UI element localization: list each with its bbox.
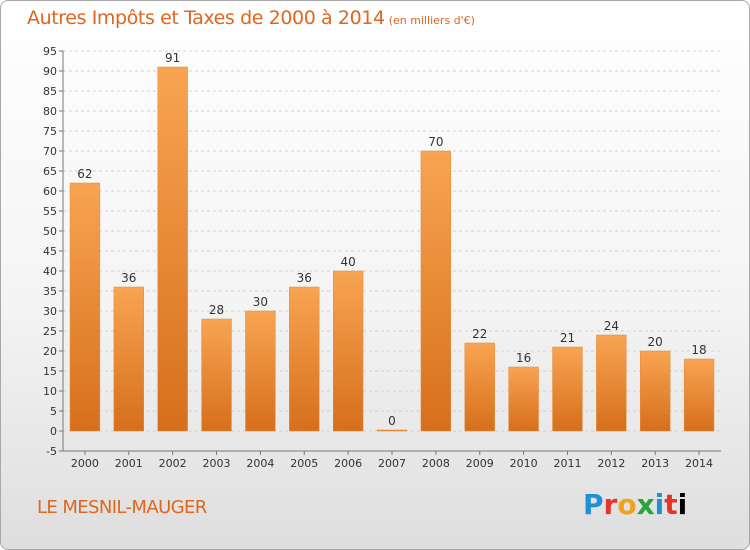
data-label: 24	[604, 319, 619, 333]
y-tick-label: 15	[43, 365, 57, 378]
data-label: 22	[472, 327, 487, 341]
x-tick-label: 2000	[71, 457, 99, 470]
bar	[157, 66, 188, 432]
bar	[464, 342, 495, 432]
bars	[69, 66, 715, 432]
bar	[640, 350, 671, 432]
data-label: 62	[77, 167, 92, 181]
y-tick-label: 35	[43, 285, 57, 298]
bar	[376, 429, 408, 432]
logo-letter: i	[654, 488, 665, 521]
bar	[508, 366, 539, 432]
y-tick-label: 70	[43, 145, 57, 158]
y-tick-label: 90	[43, 65, 57, 78]
y-tick-label: 20	[43, 345, 57, 358]
data-labels: 62 36 91 28 30 36 40 0 70 22 16 21 24 20 18	[77, 51, 706, 428]
axes	[59, 50, 721, 455]
y-tick-label: 40	[43, 265, 57, 278]
y-tick-label: 80	[43, 105, 57, 118]
data-label: 20	[648, 335, 663, 349]
bar	[113, 286, 144, 432]
x-tick-label: 2005	[290, 457, 318, 470]
y-tick-label: 95	[43, 45, 57, 58]
x-tick-label: 2008	[422, 457, 450, 470]
y-tick-label: 55	[43, 205, 57, 218]
x-tick-label: 2013	[641, 457, 669, 470]
x-tick-label: 2011	[553, 457, 581, 470]
bar	[289, 286, 320, 432]
y-tick-label: 85	[43, 85, 57, 98]
logo-letter: i	[677, 488, 688, 521]
bar	[201, 318, 232, 432]
x-tick-label: 2007	[378, 457, 406, 470]
y-tick-label: 60	[43, 185, 57, 198]
x-tick-label: 2003	[203, 457, 231, 470]
x-tick-labels: 2000 2001 2002 2003 2004 2005 2006 2007 2008 2009…	[71, 457, 713, 470]
logo-letter: r	[603, 488, 618, 521]
bar	[69, 182, 101, 432]
y-tick-label: 75	[43, 125, 57, 138]
data-label: 18	[691, 343, 706, 357]
bar	[683, 358, 715, 432]
x-tick-label: 2006	[334, 457, 362, 470]
bar	[245, 310, 276, 432]
data-label: 16	[516, 351, 531, 365]
chart-title: Autres Impôts et Taxes de 2000 à 2014 (en…	[27, 7, 475, 29]
bar	[420, 150, 452, 432]
y-tick-label: 10	[43, 385, 57, 398]
y-tick-label: 5	[50, 405, 57, 418]
data-label: 36	[121, 271, 136, 285]
data-label: 70	[428, 135, 443, 149]
logo-letter: x	[636, 488, 655, 521]
x-tick-label: 2002	[159, 457, 187, 470]
y-tick-label: 30	[43, 305, 57, 318]
y-tick-label: 50	[43, 225, 57, 238]
x-tick-label: 2004	[246, 457, 274, 470]
bar-chart: 62 36 91 28 30 36 40 0 70 22 16 21 24 20 18 -5 0 5 10 15 20…	[43, 45, 721, 470]
y-tick-label: 25	[43, 325, 57, 338]
logo-letter: t	[664, 488, 678, 521]
bar	[332, 270, 364, 432]
data-label: 28	[209, 303, 224, 317]
bar	[596, 334, 627, 432]
x-tick-label: 2010	[510, 457, 538, 470]
logo-letter: P	[583, 488, 604, 521]
data-label: 30	[253, 295, 268, 309]
data-label: 91	[165, 51, 180, 65]
y-tick-labels: -5 0 5 10 15 20 25 30 35 40 45 50 55 60 65 70 75 80 85 90 95	[43, 45, 57, 458]
y-tick-label: 0	[50, 425, 57, 438]
chart-title-text: Autres Impôts et Taxes de 2000 à 2014	[27, 7, 385, 29]
bar	[552, 346, 583, 432]
y-tick-label: 45	[43, 245, 57, 258]
place-name: LE MESNIL-MAUGER	[37, 497, 207, 518]
x-tick-label: 2001	[115, 457, 143, 470]
y-tick-label: 65	[43, 165, 57, 178]
chart-subtitle: (en milliers d'€)	[388, 14, 475, 27]
data-label: 40	[340, 255, 355, 269]
x-tick-label: 2009	[466, 457, 494, 470]
x-tick-label: 2014	[685, 457, 713, 470]
logo-letter: o	[617, 488, 637, 521]
data-label: 21	[560, 331, 575, 345]
x-tick-label: 2012	[597, 457, 625, 470]
data-label: 0	[388, 414, 396, 428]
data-label: 36	[297, 271, 312, 285]
y-tick-label: -5	[46, 445, 57, 458]
proxiti-logo: Proxiti	[583, 488, 687, 521]
